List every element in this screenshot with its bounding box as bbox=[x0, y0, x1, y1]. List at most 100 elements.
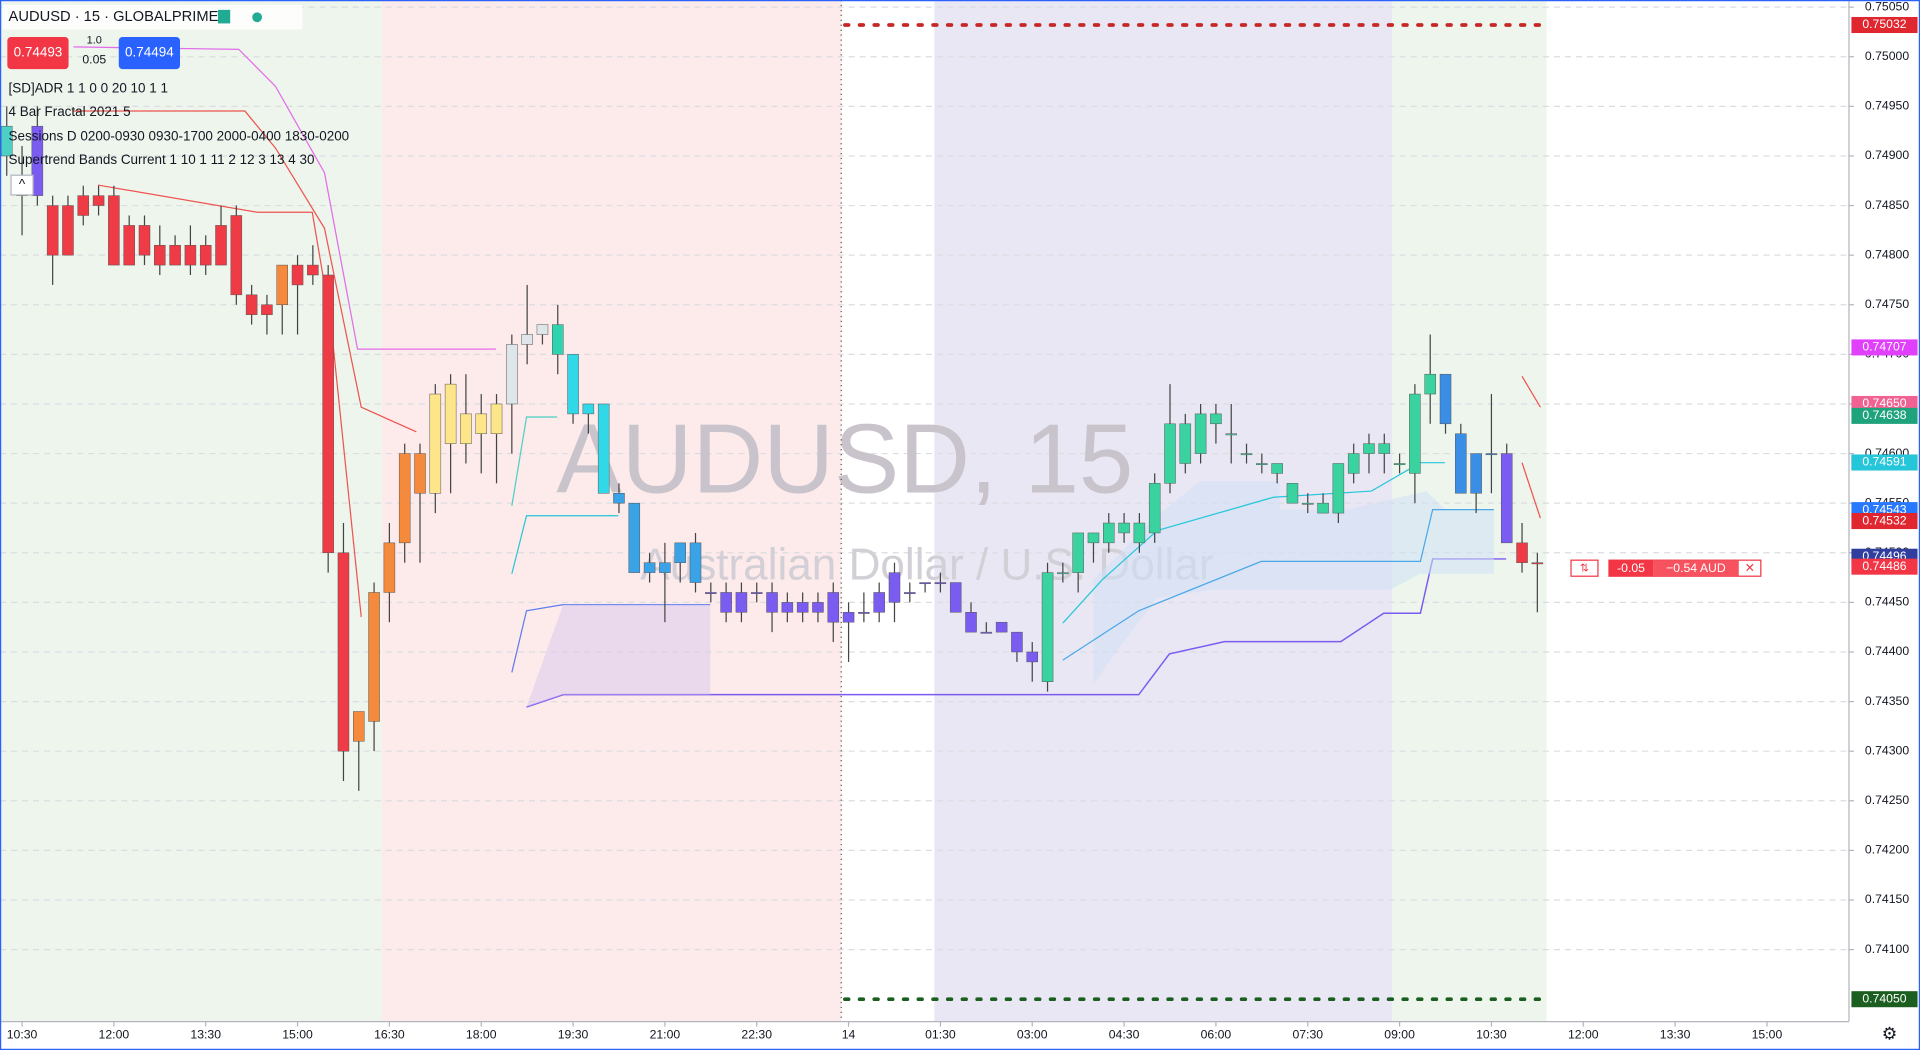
candle-body bbox=[735, 592, 748, 613]
price-label-box bbox=[1851, 558, 1918, 575]
indicator[interactable]: [SD]ADR 1 1 0 0 20 10 1 1 bbox=[9, 80, 168, 95]
price-label: 0.74707 bbox=[1851, 339, 1918, 356]
candle-body bbox=[1347, 453, 1360, 474]
candle-body bbox=[1148, 483, 1161, 534]
candle-body bbox=[1470, 453, 1482, 494]
candle-body bbox=[276, 264, 288, 306]
pnl-box bbox=[1653, 560, 1739, 577]
indicator[interactable]: Sessions D 0200-0930 0930-1700 2000-0400… bbox=[9, 129, 350, 144]
candle-body bbox=[1179, 423, 1192, 464]
candle-body bbox=[291, 264, 304, 286]
price-label-text: 0.74050 bbox=[1862, 991, 1906, 1005]
y-tick-label: 0.75050 bbox=[1865, 0, 1909, 13]
candle-body bbox=[995, 621, 1008, 633]
y-tick-label: 0.74200 bbox=[1865, 843, 1909, 857]
reverse-icon: ⇅ bbox=[1580, 563, 1589, 575]
price-label-box bbox=[1851, 991, 1918, 1008]
settings-icon[interactable]: ⚙ bbox=[1882, 1024, 1897, 1044]
candle-body bbox=[689, 542, 702, 583]
close-position[interactable]: ✕ bbox=[1745, 561, 1755, 575]
candle-body bbox=[1225, 433, 1237, 436]
x-tick-label: 01:30 bbox=[925, 1027, 956, 1041]
candle-body bbox=[766, 592, 778, 613]
candle-body bbox=[1516, 542, 1528, 563]
status-dot bbox=[252, 12, 263, 23]
collapse-button[interactable] bbox=[10, 174, 34, 196]
y-tick-label: 0.74750 bbox=[1865, 297, 1909, 311]
price-label-text: 0.74650 bbox=[1862, 396, 1906, 410]
candle-body bbox=[62, 205, 74, 256]
candle-body bbox=[1210, 413, 1222, 425]
price-label-text: 0.74543 bbox=[1862, 502, 1906, 516]
candle-body bbox=[383, 542, 396, 593]
price-label-box bbox=[1851, 513, 1918, 530]
candle-body bbox=[659, 562, 671, 573]
candle-body bbox=[1271, 463, 1283, 474]
candle-body bbox=[888, 572, 901, 603]
y-tick-label: 0.74800 bbox=[1865, 247, 1909, 261]
candle-body bbox=[322, 274, 334, 554]
position-tool: ⇅ -0.05 −0.54 AUD ✕ bbox=[1570, 559, 1762, 577]
candle-body bbox=[1302, 502, 1314, 505]
pnl: −0.54 AUD bbox=[1666, 561, 1726, 575]
band-line bbox=[1521, 376, 1541, 519]
candle-body bbox=[1317, 502, 1329, 514]
lot: 1.0 bbox=[87, 35, 102, 47]
band-line bbox=[526, 558, 1507, 708]
x-tick-label: 12:00 bbox=[1568, 1027, 1599, 1041]
candle-body bbox=[705, 592, 717, 594]
indicator[interactable]: 4 Bar Fractal 2021 5 bbox=[9, 104, 131, 119]
candle-body bbox=[858, 612, 870, 614]
candle-body bbox=[597, 403, 610, 494]
band-line bbox=[97, 184, 362, 617]
buy-button[interactable] bbox=[118, 37, 180, 70]
market-flag bbox=[217, 9, 231, 24]
x-tick-label: 10:30 bbox=[1476, 1027, 1507, 1041]
candle-body bbox=[1363, 443, 1375, 454]
candle-body bbox=[552, 324, 564, 355]
candle-body bbox=[199, 244, 212, 266]
candle-body bbox=[490, 403, 503, 434]
candle-body bbox=[368, 592, 380, 722]
price-label: 0.74638 bbox=[1851, 407, 1918, 424]
candle-body bbox=[169, 244, 181, 266]
price-label-text: 0.74707 bbox=[1862, 340, 1906, 354]
y-tick-label: 0.74350 bbox=[1865, 694, 1909, 708]
sell-button[interactable] bbox=[7, 37, 69, 70]
candle-body bbox=[123, 225, 135, 266]
x-tick-label: 15:00 bbox=[282, 1027, 313, 1041]
candle-body bbox=[1011, 631, 1023, 653]
levels bbox=[843, 23, 1545, 1002]
candle-body bbox=[1087, 532, 1100, 544]
candle-body bbox=[31, 125, 44, 196]
candle-body bbox=[46, 205, 59, 256]
candle-body bbox=[750, 592, 763, 594]
x-tick-label: 06:00 bbox=[1201, 1027, 1232, 1041]
x-tick-label: 15:00 bbox=[1752, 1027, 1783, 1041]
indicator[interactable]: Supertrend Bands Current 1 10 1 11 2 12 … bbox=[9, 152, 315, 167]
collapse-icon: ^ bbox=[19, 177, 26, 192]
x-tick-label: 03:00 bbox=[1017, 1027, 1048, 1041]
x-tick-label: 21:00 bbox=[650, 1027, 681, 1041]
candles bbox=[0, 106, 1544, 791]
axes: 0.74100 0.74150 0.74200 0.74250 0.74300 0.743… bbox=[7, 0, 1918, 1041]
candle-body bbox=[215, 225, 227, 266]
y-tick-label: 0.74100 bbox=[1865, 942, 1909, 956]
supertrend-bands bbox=[73, 46, 1541, 708]
candle-body bbox=[138, 225, 151, 256]
candle-body bbox=[337, 552, 350, 752]
x-tick-label: 07:30 bbox=[1292, 1027, 1323, 1041]
band-line bbox=[511, 416, 558, 506]
price-label-text: 0.74532 bbox=[1862, 513, 1906, 527]
symbol[interactable]: AUDUSD · 15 · GLOBALPRIME bbox=[9, 9, 219, 25]
price-label: 0.74532 bbox=[1851, 513, 1918, 530]
x-tick-label: 14 bbox=[842, 1027, 856, 1041]
candle-body bbox=[873, 592, 885, 613]
candle-body bbox=[1057, 572, 1069, 575]
spread: 0.05 bbox=[82, 53, 106, 67]
candle-body bbox=[812, 602, 824, 613]
candle-body bbox=[1041, 572, 1054, 682]
reverse-button[interactable] bbox=[1570, 559, 1599, 577]
